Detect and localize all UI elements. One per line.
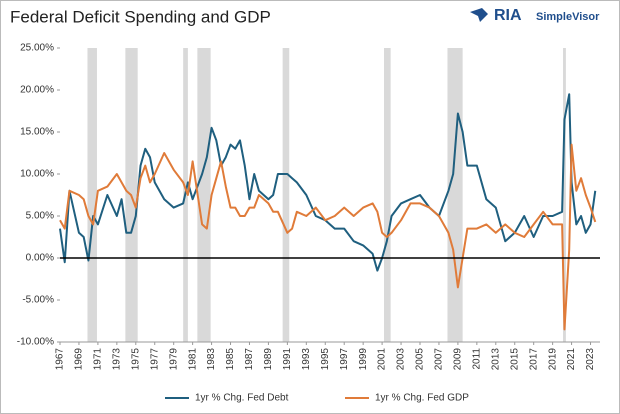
y-tick-label: 15.00%	[20, 127, 54, 138]
x-tick-label: 1969	[74, 348, 85, 371]
y-tick-label: 20.00%	[20, 85, 54, 96]
x-tick-label: 1985	[225, 348, 236, 371]
series-line	[59, 143, 597, 331]
recession-band	[87, 48, 97, 342]
logo-name: SimpleVisor	[536, 11, 600, 23]
y-tick-label: 5.00%	[26, 211, 54, 222]
legend-label: 1yr % Chg. Fed Debt	[195, 393, 289, 404]
x-tick-label: 1979	[168, 348, 179, 371]
y-tick-label: -5.00%	[22, 295, 54, 306]
x-tick-label: 2003	[396, 348, 407, 371]
x-tick-label: 1991	[282, 348, 293, 371]
x-tick-label: 1997	[339, 348, 350, 371]
x-tick-label: 1973	[111, 348, 122, 371]
x-tick-label: 1989	[263, 348, 274, 371]
x-tick-label: 2021	[566, 348, 577, 371]
x-tick-label: 1983	[206, 348, 217, 371]
x-tick-label: 1981	[187, 348, 198, 371]
logo-icon	[470, 8, 488, 22]
x-tick-label: 1995	[320, 348, 331, 371]
recession-band	[384, 48, 391, 342]
chart-title: Federal Deficit Spending and GDP	[10, 7, 271, 26]
recession-band	[447, 48, 463, 342]
recession-band	[282, 48, 290, 342]
x-tick-label: 2017	[528, 348, 539, 371]
x-tick-label: 2009	[453, 348, 464, 371]
x-tick-label: 2023	[585, 348, 596, 371]
x-tick-label: 2007	[434, 348, 445, 371]
y-tick-label: -10.00%	[17, 337, 54, 348]
x-tick-label: 2005	[415, 348, 426, 371]
recession-band	[563, 48, 566, 342]
x-tick-label: 2011	[471, 348, 482, 370]
x-tick-label: 2015	[509, 348, 520, 371]
y-tick-label: 25.00%	[20, 43, 54, 54]
y-tick-label: 10.00%	[20, 169, 54, 180]
y-tick-label: 0.00%	[26, 253, 54, 264]
logo-mark: RIA	[494, 7, 522, 24]
x-tick-label: 1987	[244, 348, 255, 371]
x-tick-label: 2019	[547, 348, 558, 371]
x-tick-label: 2013	[490, 348, 501, 371]
x-tick-label: 2001	[377, 348, 388, 371]
x-tick-label: 1967	[55, 348, 66, 371]
x-tick-label: 1993	[301, 348, 312, 371]
x-tick-label: 1971	[93, 348, 104, 371]
x-tick-label: 1975	[130, 348, 141, 371]
x-tick-label: 1977	[149, 348, 160, 371]
x-tick-label: 1999	[358, 348, 369, 371]
recession-band	[197, 48, 211, 342]
legend-label: 1yr % Chg. Fed GDP	[375, 393, 469, 404]
